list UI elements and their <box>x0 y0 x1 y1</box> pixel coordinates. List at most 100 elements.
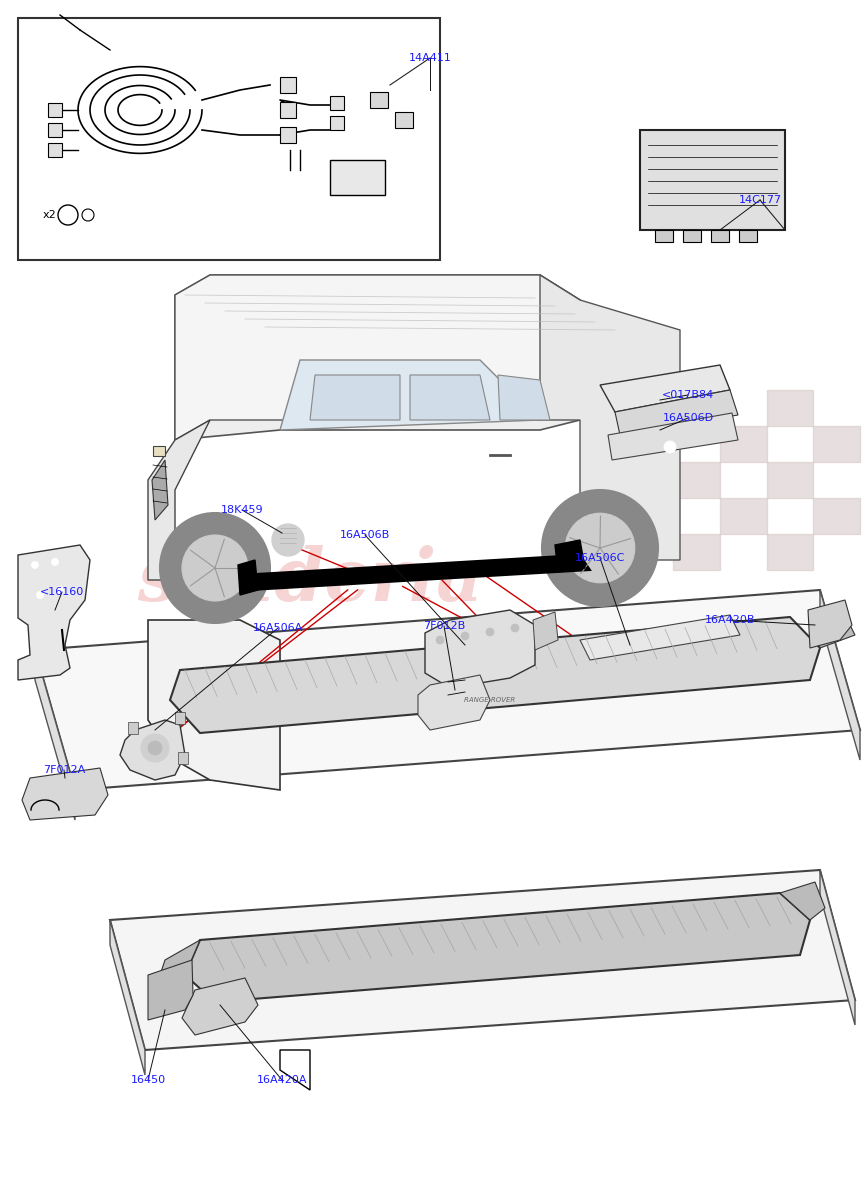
Bar <box>720 426 766 462</box>
Bar <box>813 498 860 534</box>
Polygon shape <box>110 920 145 1075</box>
Polygon shape <box>425 610 535 688</box>
Bar <box>280 102 296 118</box>
Polygon shape <box>35 590 860 790</box>
Polygon shape <box>808 600 852 648</box>
Polygon shape <box>533 612 558 650</box>
Polygon shape <box>600 365 730 412</box>
Text: scuderia: scuderia <box>137 545 483 616</box>
Text: 7F012A: 7F012A <box>43 766 85 775</box>
Circle shape <box>182 535 248 601</box>
Polygon shape <box>820 590 860 760</box>
Circle shape <box>511 624 519 632</box>
Text: 14C177: 14C177 <box>739 194 781 205</box>
Bar <box>627 498 674 534</box>
Bar <box>580 534 627 570</box>
Bar <box>330 160 385 194</box>
Bar <box>813 426 860 462</box>
Bar <box>280 127 296 143</box>
Text: 16A506B: 16A506B <box>340 530 390 540</box>
Polygon shape <box>615 390 738 434</box>
Polygon shape <box>280 1050 310 1090</box>
Bar <box>674 534 720 570</box>
Polygon shape <box>120 720 185 780</box>
Polygon shape <box>608 413 738 460</box>
Bar <box>711 230 729 242</box>
Bar <box>655 230 673 242</box>
Bar <box>48 103 62 116</box>
Polygon shape <box>810 605 855 648</box>
Polygon shape <box>540 275 680 560</box>
Polygon shape <box>580 614 740 660</box>
Bar <box>48 143 62 157</box>
Polygon shape <box>238 560 258 595</box>
Polygon shape <box>148 960 193 1020</box>
Polygon shape <box>280 360 540 430</box>
Polygon shape <box>170 617 820 733</box>
Bar <box>640 130 785 230</box>
Bar <box>280 77 296 92</box>
Text: <017B84: <017B84 <box>662 390 714 400</box>
Circle shape <box>486 628 494 636</box>
Bar <box>739 230 757 242</box>
Polygon shape <box>155 940 200 990</box>
Text: 7F012B: 7F012B <box>423 622 465 631</box>
Text: x2: x2 <box>43 210 57 220</box>
Circle shape <box>160 514 270 623</box>
Polygon shape <box>418 674 490 730</box>
Circle shape <box>664 440 676 452</box>
Bar <box>674 390 720 426</box>
Bar <box>627 426 674 462</box>
Polygon shape <box>185 893 810 1002</box>
Text: RANGE ROVER: RANGE ROVER <box>464 697 516 703</box>
Polygon shape <box>148 620 280 790</box>
Text: 14A411: 14A411 <box>409 53 451 62</box>
Bar <box>683 230 701 242</box>
Polygon shape <box>175 275 580 440</box>
Circle shape <box>542 490 658 606</box>
Polygon shape <box>555 540 585 572</box>
Text: c   p a r t s: c p a r t s <box>236 622 444 659</box>
Bar <box>395 112 413 128</box>
Bar <box>766 534 813 570</box>
Text: 16A506D: 16A506D <box>662 413 713 422</box>
Bar <box>720 498 766 534</box>
Circle shape <box>272 524 304 556</box>
Bar <box>128 722 138 734</box>
Circle shape <box>36 592 43 599</box>
Text: 16A506C: 16A506C <box>575 553 625 563</box>
Polygon shape <box>498 374 550 420</box>
Text: 16450: 16450 <box>130 1075 166 1085</box>
Circle shape <box>51 558 58 565</box>
Circle shape <box>148 740 162 755</box>
Circle shape <box>56 587 63 594</box>
Bar <box>370 92 388 108</box>
Bar <box>674 462 720 498</box>
Bar <box>766 390 813 426</box>
Bar <box>766 462 813 498</box>
Text: 16A506A: 16A506A <box>253 623 303 634</box>
Circle shape <box>461 632 469 640</box>
Polygon shape <box>35 650 75 820</box>
Polygon shape <box>410 374 490 420</box>
Bar <box>580 390 627 426</box>
Bar <box>175 712 185 724</box>
Bar <box>330 116 344 130</box>
Bar <box>48 122 62 137</box>
Bar <box>178 752 188 764</box>
Polygon shape <box>152 460 168 520</box>
Polygon shape <box>110 870 855 1050</box>
Text: <16160: <16160 <box>40 587 84 596</box>
Polygon shape <box>22 768 108 820</box>
Polygon shape <box>18 545 90 680</box>
Text: 16A420B: 16A420B <box>705 614 755 625</box>
Bar <box>18 18 440 260</box>
Bar <box>153 446 165 456</box>
Text: 16A420A: 16A420A <box>257 1075 307 1085</box>
Polygon shape <box>310 374 400 420</box>
Polygon shape <box>240 554 590 590</box>
Circle shape <box>31 562 38 569</box>
Polygon shape <box>182 978 258 1034</box>
Circle shape <box>141 734 169 762</box>
Bar <box>330 96 344 110</box>
